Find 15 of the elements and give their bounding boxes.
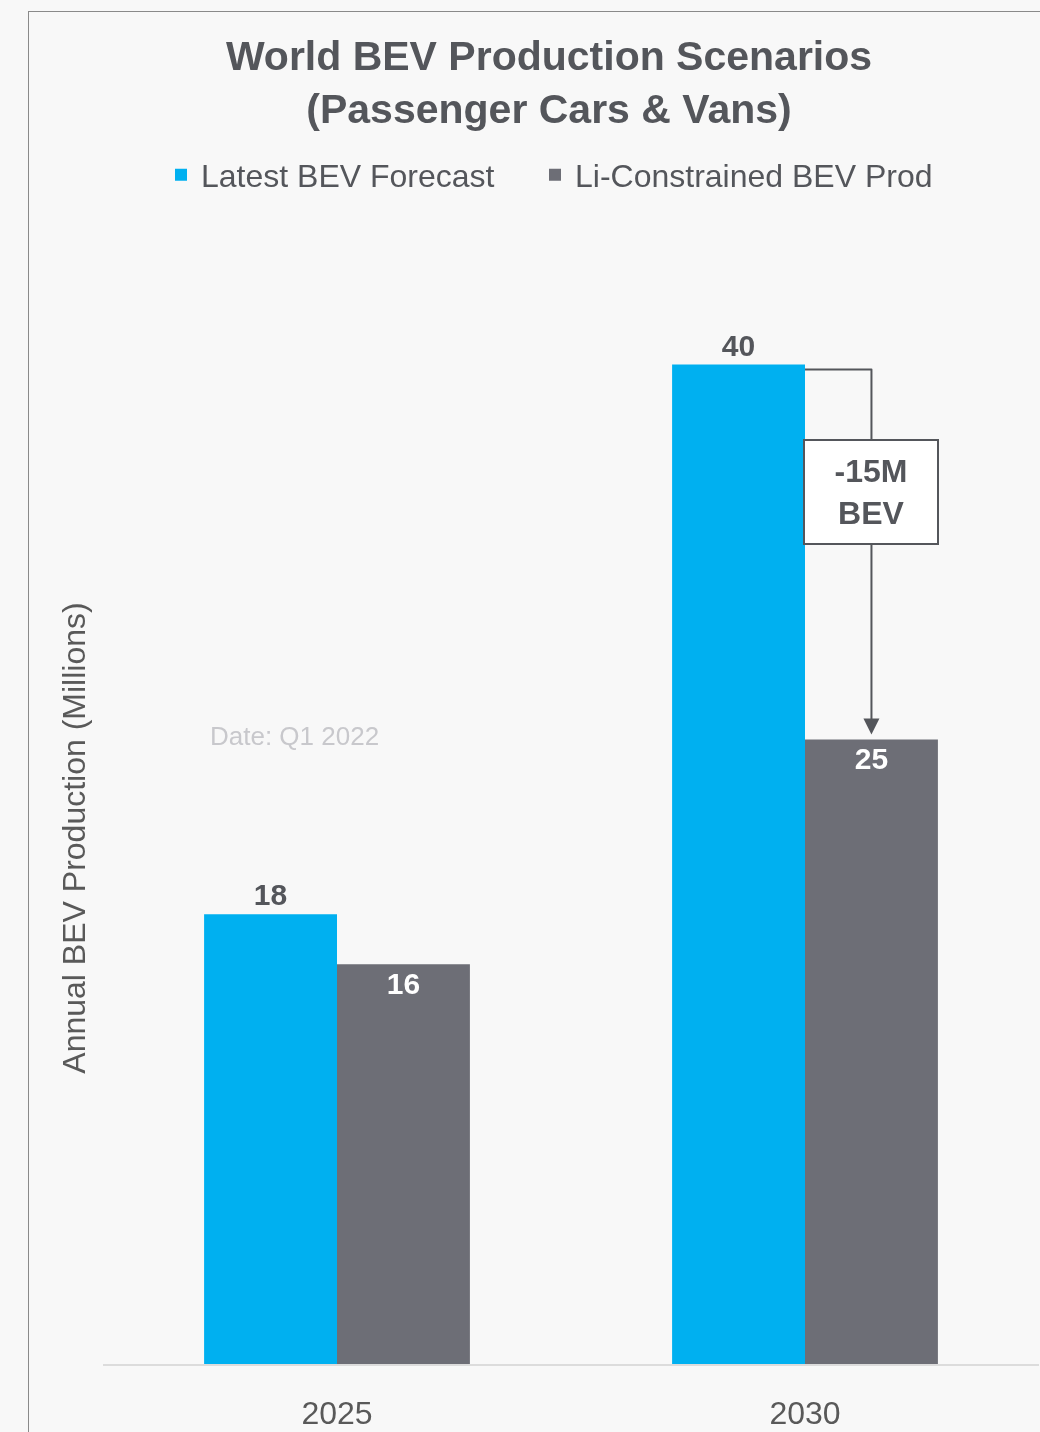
x-tick-label: 2030 bbox=[769, 1395, 841, 1432]
data-label: 40 bbox=[721, 328, 756, 362]
bar bbox=[805, 739, 938, 1364]
annotation: -15M BEV bbox=[834, 453, 908, 531]
legend-label: Li-Constrained BEV Prod bbox=[575, 158, 933, 195]
y-axis-title: Annual BEV Production (Millions) bbox=[56, 602, 93, 1074]
bar bbox=[672, 364, 805, 1364]
data-label: 18 bbox=[253, 878, 288, 912]
data-label: 25 bbox=[854, 742, 889, 776]
data-label: 16 bbox=[386, 967, 421, 1001]
chart-title: World BEV Production Scenarios (Passenger Cars & Vans) bbox=[225, 33, 873, 133]
bar bbox=[337, 964, 470, 1364]
bar bbox=[204, 914, 337, 1364]
legend-label: Latest BEV Forecast bbox=[201, 158, 495, 195]
x-tick-label: 2025 bbox=[301, 1395, 373, 1432]
